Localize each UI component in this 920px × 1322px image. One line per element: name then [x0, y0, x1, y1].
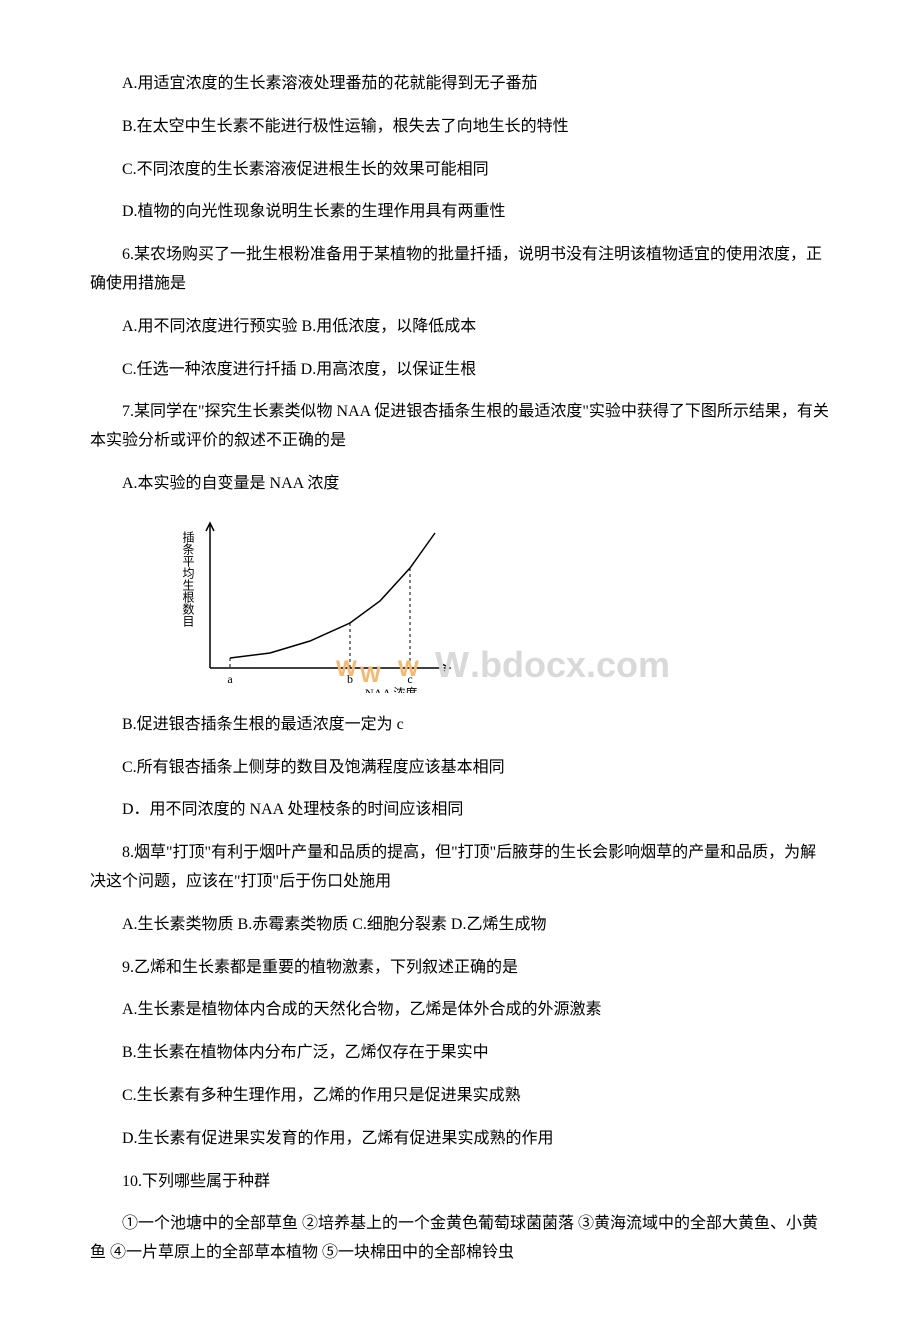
chart-svg: 插条平均生根数目 a b c NAA 浓度 [180, 513, 470, 693]
q9-opt-a: A.生长素是植物体内合成的天然化合物，乙烯是体外合成的外源激素 [90, 996, 830, 1025]
q5-opt-a: A.用适宜浓度的生长素溶液处理番茄的花就能得到无子番茄 [90, 70, 830, 99]
watermark-main: .bdocx.com [470, 633, 670, 698]
q9-opt-c: C.生长素有多种生理作用，乙烯的作用只是促进果实成熟 [90, 1082, 830, 1111]
q9-opt-b: B.生长素在植物体内分布广泛，乙烯仅存在于果实中 [90, 1039, 830, 1068]
tick-c: c [407, 672, 412, 686]
q7-stem: 7.某同学在"探究生长素类似物 NAA 促进银杏插条生根的最适浓度"实验中获得了… [90, 398, 830, 456]
q10-line1: ①一个池塘中的全部草鱼 ②培养基上的一个金黄色葡萄球菌菌落 ③黄海流域中的全部大… [90, 1210, 830, 1268]
q8-stem: 8.烟草"打顶"有利于烟叶产量和品质的提高，但"打顶"后腋芽的生长会影响烟草的产… [90, 839, 830, 897]
q9-stem: 9.乙烯和生长素都是重要的植物激素，下列叙述正确的是 [90, 954, 830, 983]
q5-opt-d: D.植物的向光性现象说明生长素的生理作用具有两重性 [90, 198, 830, 227]
tick-a: a [227, 672, 233, 686]
q8-opts: A.生长素类物质 B.赤霉素类物质 C.细胞分裂素 D.乙烯生成物 [90, 911, 830, 940]
q6-opt-ab: A.用不同浓度进行预实验 B.用低浓度，以降低成本 [90, 313, 830, 342]
q7-opt-d: D．用不同浓度的 NAA 处理枝条的时间应该相同 [90, 796, 830, 825]
chart-ylabel: 插条平均生根数目 [181, 530, 195, 626]
q7-opt-b: B.促进银杏插条生根的最适浓度一定为 c [90, 711, 830, 740]
q5-opt-c: C.不同浓度的生长素溶液促进根生长的效果可能相同 [90, 156, 830, 185]
q6-opt-cd: C.任选一种浓度进行扦插 D.用高浓度，以保证生根 [90, 356, 830, 385]
chart-xlabel: NAA 浓度 [365, 685, 417, 693]
naa-chart: 插条平均生根数目 a b c NAA 浓度 W W W W [180, 513, 470, 693]
q5-opt-b: B.在太空中生长素不能进行极性运输，根失去了向地生长的特性 [90, 113, 830, 142]
chart-curve [230, 533, 435, 658]
q7-opt-c: C.所有银杏插条上侧芽的数目及饱满程度应该基本相同 [90, 754, 830, 783]
tick-b: b [347, 672, 353, 686]
q7-opt-a: A.本实验的自变量是 NAA 浓度 [90, 470, 830, 499]
q10-stem: 10.下列哪些属于种群 [90, 1168, 830, 1197]
q6-stem: 6.某农场购买了一批生根粉准备用于某植物的批量扦插，说明书没有注明该植物适宜的使… [90, 241, 830, 299]
q9-opt-d: D.生长素有促进果实发育的作用，乙烯有促进果实成熟的作用 [90, 1125, 830, 1154]
